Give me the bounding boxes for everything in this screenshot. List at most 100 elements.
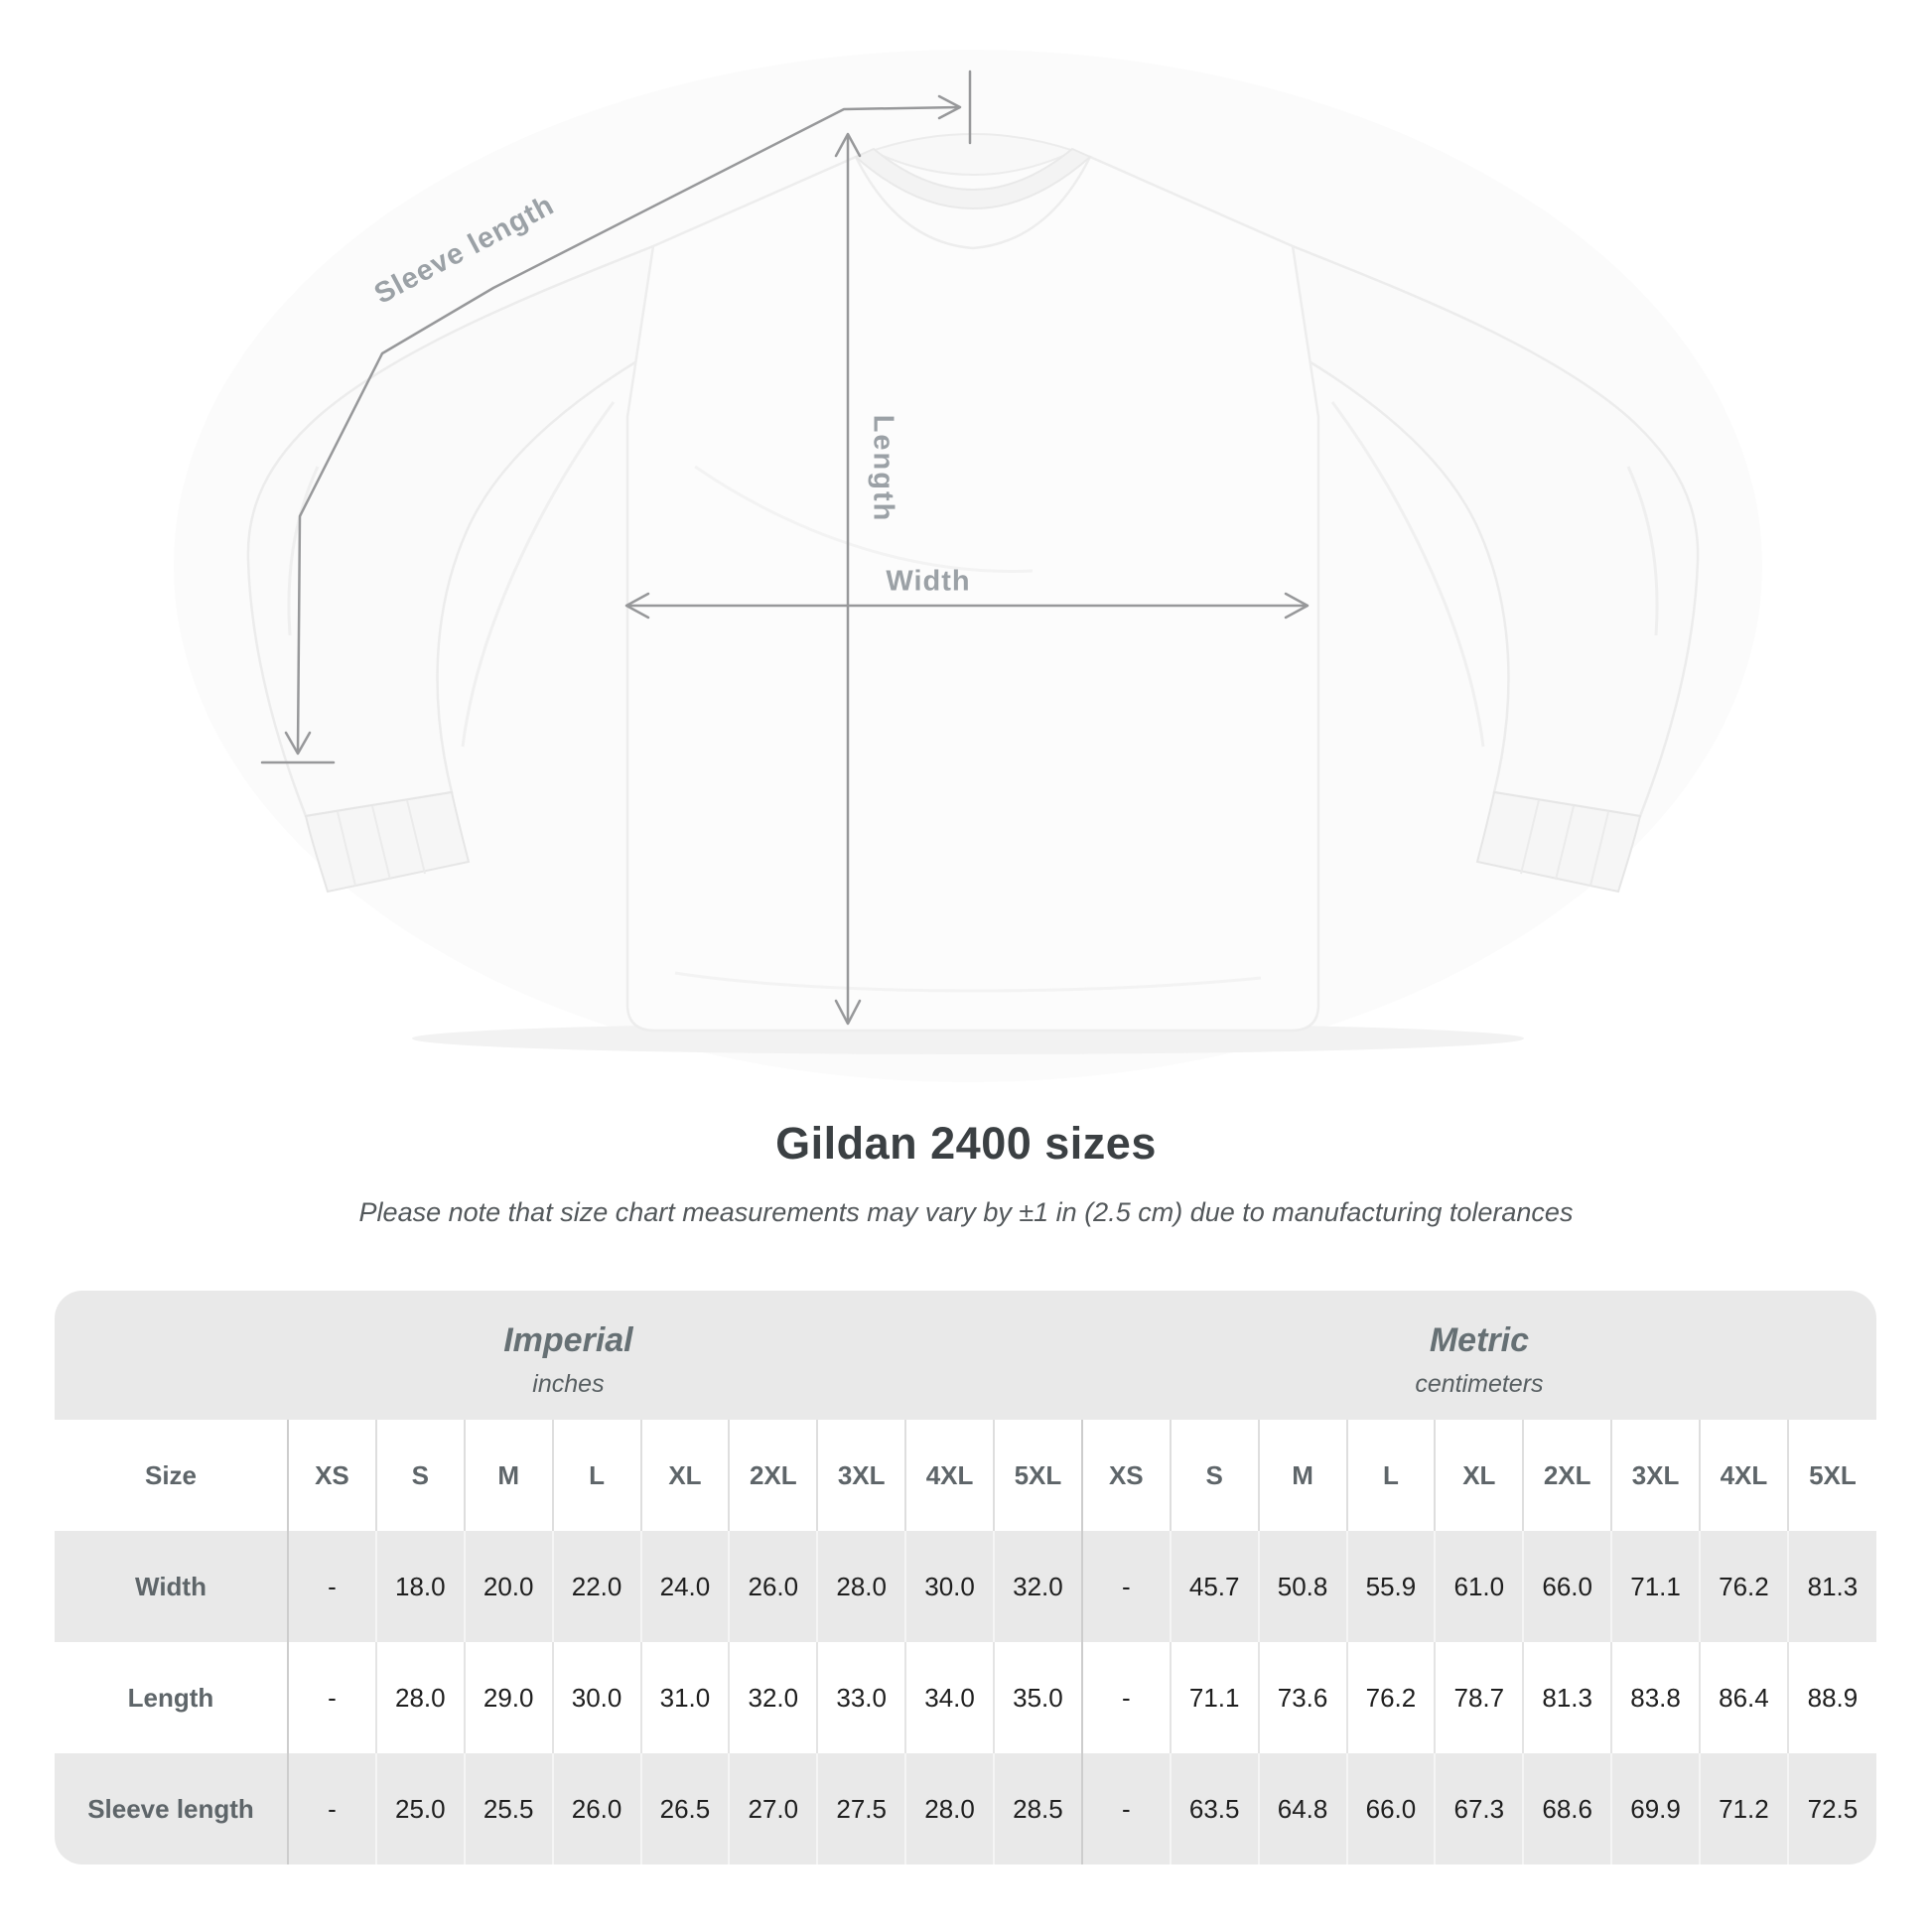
fold-line — [461, 401, 616, 748]
value-cell: 67.3 — [1434, 1753, 1524, 1864]
value-cell: 25.0 — [374, 1753, 465, 1864]
value-cell: 78.7 — [1434, 1642, 1524, 1753]
size-header-cell: 4XL — [1699, 1420, 1788, 1531]
size-header-cell: L — [551, 1420, 641, 1531]
value-cell: 28.0 — [816, 1531, 906, 1642]
value-cell: 28.0 — [904, 1753, 994, 1864]
value-cell: 68.6 — [1522, 1753, 1612, 1864]
value-cell: 45.7 — [1169, 1531, 1259, 1642]
value-cell: - — [1080, 1531, 1171, 1642]
value-cell: 71.1 — [1169, 1642, 1259, 1753]
shirt-left-cuff — [304, 790, 471, 894]
unit-group-imperial: Imperial inches — [55, 1291, 1082, 1420]
value-cell: 81.3 — [1522, 1642, 1612, 1753]
tolerance-note: Please note that size chart measurements… — [358, 1197, 1574, 1227]
value-cell: 76.2 — [1699, 1531, 1788, 1642]
left-cuff-ribs — [337, 799, 426, 887]
value-cell: 76.2 — [1345, 1642, 1436, 1753]
value-cell: 26.5 — [639, 1753, 730, 1864]
measurement-row: Length -28.0 29.0 30.0 31.0 32.0 33.0 34.0 35.0-… — [55, 1642, 1876, 1753]
value-cell: 31.0 — [639, 1642, 730, 1753]
value-cell: 64.8 — [1257, 1753, 1347, 1864]
fold-line — [287, 466, 320, 636]
size-header-cell: 4XL — [904, 1420, 994, 1531]
sleeve-length-arrowhead-down — [284, 731, 312, 756]
width-arrowhead-right — [1284, 592, 1310, 620]
measurement-row-label: Width — [55, 1531, 288, 1642]
value-cell: 33.0 — [816, 1642, 906, 1753]
value-cell: 25.5 — [463, 1753, 553, 1864]
unit-group-sublabel: inches — [532, 1370, 605, 1398]
value-cell: 83.8 — [1610, 1642, 1700, 1753]
value-cell: 73.6 — [1257, 1642, 1347, 1753]
shirt-size-diagram: Sleeve length Length Width — [246, 69, 1700, 1054]
fold-line — [694, 465, 1034, 573]
size-header-cell: XL — [639, 1420, 730, 1531]
value-cell: 28.0 — [374, 1642, 465, 1753]
size-header-cell: 3XL — [816, 1420, 906, 1531]
value-cell: 71.1 — [1610, 1531, 1700, 1642]
value-cell: 26.0 — [551, 1753, 641, 1864]
size-column-header: Size — [55, 1420, 288, 1531]
page-title: Gildan 2400 sizes — [775, 1118, 1157, 1169]
shirt-body — [625, 155, 1320, 1033]
right-cuff-ribs — [1520, 799, 1609, 887]
sleeve-length-measure-line — [296, 105, 961, 753]
value-cell: 69.9 — [1610, 1753, 1700, 1864]
value-cell: 18.0 — [374, 1531, 465, 1642]
value-cell: 28.5 — [993, 1753, 1082, 1864]
value-cell: 66.0 — [1522, 1531, 1612, 1642]
unit-group-sublabel: centimeters — [1415, 1370, 1544, 1398]
value-cell: 61.0 — [1434, 1531, 1524, 1642]
size-header-cell: S — [1169, 1420, 1259, 1531]
shirt-right-cuff — [1475, 790, 1642, 894]
measurement-row-label: Sleeve length — [55, 1753, 288, 1864]
size-header-cell: 3XL — [1610, 1420, 1700, 1531]
size-table-grid: Imperial inches Metric centimeters Size XS S M L… — [55, 1291, 1876, 1864]
fold-line — [674, 971, 1262, 993]
value-cell: 27.5 — [816, 1753, 906, 1864]
measurement-row: Width -18.0 20.0 22.0 24.0 26.0 28.0 30.0 32.0-4… — [55, 1531, 1876, 1642]
shirt-collar-band — [854, 147, 1092, 209]
value-cell: - — [1080, 1753, 1171, 1864]
value-cell: 55.9 — [1345, 1531, 1436, 1642]
value-cell: 26.0 — [728, 1531, 818, 1642]
length-arrowhead-down — [834, 999, 862, 1026]
value-cell: 88.9 — [1786, 1642, 1876, 1753]
size-header-cell: XL — [1434, 1420, 1524, 1531]
value-cell: 32.0 — [728, 1642, 818, 1753]
size-table: Imperial inches Metric centimeters Size XS S M L… — [55, 1291, 1876, 1864]
value-cell: 20.0 — [463, 1531, 553, 1642]
length-label: Length — [867, 414, 899, 523]
value-cell: 66.0 — [1345, 1753, 1436, 1864]
size-header-cell: M — [463, 1420, 553, 1531]
size-header-cell: M — [1257, 1420, 1347, 1531]
value-cell: 72.5 — [1786, 1753, 1876, 1864]
value-cell: - — [1080, 1642, 1171, 1753]
value-cell: - — [287, 1642, 376, 1753]
measurement-row: Sleeve length -25.0 25.5 26.0 26.5 27.0 27.5 28… — [55, 1753, 1876, 1864]
value-cell: 22.0 — [551, 1531, 641, 1642]
value-cell: 32.0 — [993, 1531, 1082, 1642]
size-header-cell: S — [374, 1420, 465, 1531]
shirt-right-sleeve — [1291, 244, 1700, 818]
size-header-cell: 2XL — [1522, 1420, 1612, 1531]
width-label: Width — [886, 565, 971, 598]
size-header-cell: 5XL — [1786, 1420, 1876, 1531]
fold-line — [1330, 401, 1485, 748]
value-cell: 27.0 — [728, 1753, 818, 1864]
size-header-cell: XS — [287, 1420, 376, 1531]
value-cell: - — [287, 1531, 376, 1642]
value-cell: 29.0 — [463, 1642, 553, 1753]
value-cell: 50.8 — [1257, 1531, 1347, 1642]
unit-group-metric: Metric centimeters — [1081, 1291, 1876, 1420]
value-cell: - — [287, 1753, 376, 1864]
size-header-cell: 2XL — [728, 1420, 818, 1531]
sleeve-length-arrowhead-right — [937, 94, 962, 120]
value-cell: 24.0 — [639, 1531, 730, 1642]
measurement-row-label: Length — [55, 1642, 288, 1753]
value-cell: 81.3 — [1786, 1531, 1876, 1642]
value-cell: 63.5 — [1169, 1753, 1259, 1864]
size-header-cell: L — [1345, 1420, 1436, 1531]
value-cell: 30.0 — [551, 1642, 641, 1753]
